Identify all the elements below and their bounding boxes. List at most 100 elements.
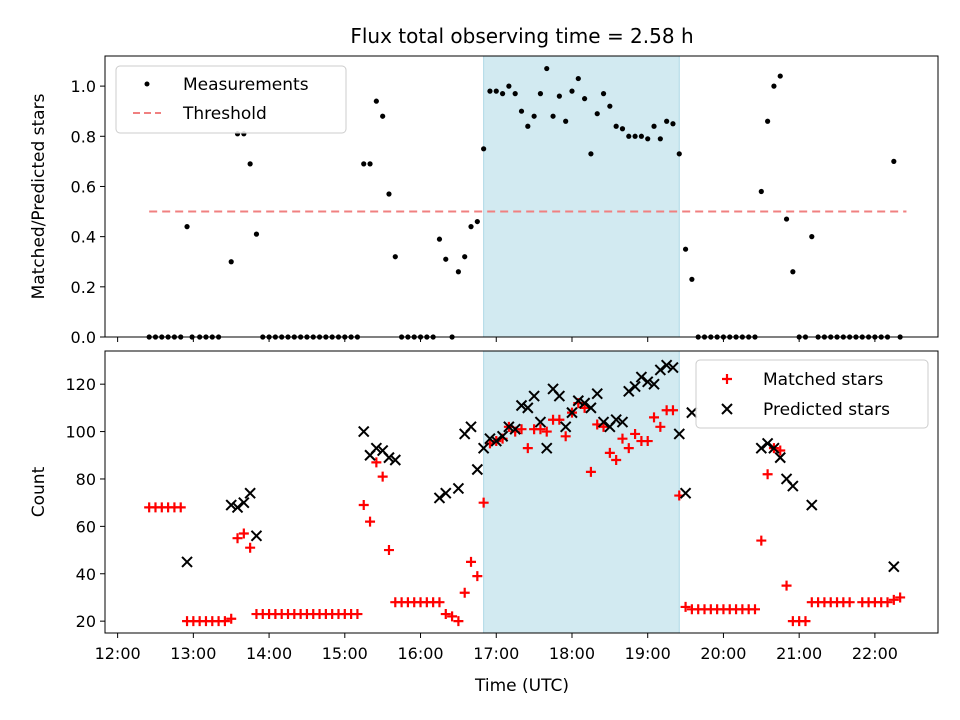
axes-frame [104,55,939,338]
predicted-star-point [806,499,818,511]
measurement-point [676,151,682,157]
matched-star-point [667,405,678,416]
legend-label: Predicted stars [763,400,890,420]
measurement-point [436,236,443,242]
measurement-point [556,93,562,99]
y-tick-label: 120 [65,375,96,394]
measurement-point [184,224,190,230]
measurement-point [380,113,386,119]
predicted-star-point [623,385,635,397]
predicted-star-point [768,442,780,454]
predicted-star-point [648,378,660,390]
measurement-point [670,121,676,127]
predicted-star-point [654,364,667,376]
matched-star-point [617,433,628,444]
measurement-point [525,123,531,129]
shaded-span [483,55,680,338]
predicted-star-point [578,397,591,409]
matched-star-point [466,556,477,567]
shaded-span [483,350,680,634]
x-tick-label: 14:00 [246,644,292,663]
matched-star-point [541,426,552,437]
x-tick-label: 21:00 [776,644,822,663]
x-tick-label: 19:00 [625,644,671,663]
legend-symbol [144,81,150,87]
predicted-star-point [522,402,534,414]
matched-star-point [895,592,906,603]
legend-box [695,359,929,429]
matched-star-point [800,616,811,627]
y-tick-label: 20 [76,612,96,631]
measurement-point [481,146,487,152]
y-tick-label: 0.4 [71,228,96,247]
matched-star-point [478,497,489,508]
matched-star-point [358,500,369,511]
measurement-point [682,246,689,252]
predicted-star-point [181,556,193,568]
matched-star-point [238,528,249,539]
legend-box [115,65,347,134]
top-panel: 0.0 0.2 0.4 0.6 0.8 1.0 Matched/Predicted star… [29,55,939,347]
y-axis-label: Matched/Predicted stars [29,93,49,299]
matched-star-point [649,412,660,423]
matched-star-point [560,431,571,442]
predicted-star-point [389,454,401,466]
measurement-point [253,231,260,237]
x-tick-label: 16:00 [397,644,443,663]
measurement-point [386,191,392,197]
matched-star-point [844,597,855,608]
measurement-point [537,91,544,97]
measurement-point [600,91,607,97]
legend: Measurements Threshold [115,65,347,134]
matched-star-point [630,428,641,439]
matched-star-point [680,601,691,612]
measurement-point [544,65,550,72]
predicted-star-point [370,442,383,454]
predicted-star-point [660,359,673,371]
y-tick-label: 1.0 [71,77,96,96]
predicted-star-point [572,395,585,407]
predicted-star-point [358,425,370,438]
measurement-point [247,161,253,167]
measurement-point [443,256,449,262]
legend-symbol [721,403,733,415]
y-tick-label: 0.0 [71,328,96,347]
x-tick-label: 15:00 [322,644,368,663]
matched-star-point [623,443,634,454]
predicted-star-point [629,380,641,393]
measurement-point [228,259,234,265]
matched-star-point [365,516,376,527]
predicted-star-point [515,399,528,412]
y-tick-label: 0.2 [71,278,96,297]
measurement-point [638,133,645,139]
measurement-point [373,98,379,104]
y-tick-label: 100 [65,423,96,442]
matched-star-point [516,424,527,435]
predicted-star-point [477,442,490,454]
x-tick-label: 17:00 [473,644,519,663]
predicted-star-point [528,390,540,402]
predicted-star-point [597,416,610,428]
x-axis-label: Time (UTC) [474,676,569,696]
measurement-point [462,254,468,260]
x-tick-label: 20:00 [700,644,746,663]
measurement-point [758,188,764,195]
measurement-point [594,111,600,117]
predicted-star-point [440,487,452,499]
measurement-point [361,161,367,167]
measurement-point [588,151,594,157]
measurement-point [613,123,619,129]
matched-star-point [459,587,470,598]
predicted-star-point [616,416,629,428]
x-tick-label: 22:00 [852,644,898,663]
measurement-point [765,118,771,124]
measurement-point [499,91,506,97]
measurement-point [809,234,815,240]
matched-star-point [535,424,546,435]
measurement-point [771,83,777,89]
predicted-star-point [231,501,244,514]
y-tick-label: 0.6 [71,177,96,196]
y-tick-label: 60 [76,517,96,536]
predicted-star-point [679,487,692,499]
matched-star-point [434,597,445,608]
